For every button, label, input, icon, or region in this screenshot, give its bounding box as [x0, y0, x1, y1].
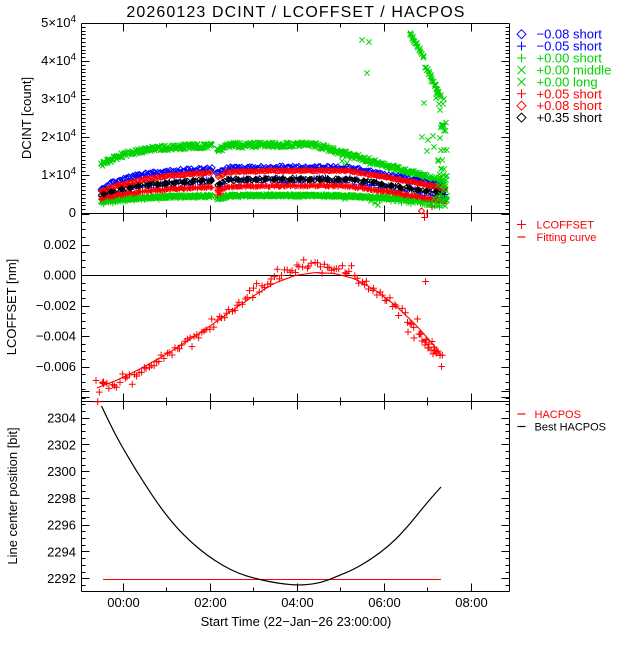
svg-text:0: 0 [69, 205, 76, 220]
svg-text:1×104: 1×104 [41, 166, 76, 182]
svg-text:3×104: 3×104 [41, 90, 76, 106]
svg-text:+0.00 long: +0.00 long [537, 74, 598, 89]
svg-text:−0.006: −0.006 [36, 359, 76, 374]
svg-text:−0.08 short: −0.08 short [537, 27, 603, 42]
svg-text:2300: 2300 [47, 464, 76, 479]
svg-text:02:00: 02:00 [194, 595, 227, 610]
svg-text:04:00: 04:00 [281, 595, 314, 610]
svg-text:+0.08 short: +0.08 short [537, 98, 603, 113]
svg-text:−0.004: −0.004 [36, 329, 76, 344]
svg-text:Fitting curve: Fitting curve [537, 232, 597, 244]
svg-text:2304: 2304 [47, 411, 76, 426]
svg-text:2294: 2294 [47, 544, 76, 559]
svg-text:HACPOS: HACPOS [535, 409, 581, 421]
svg-text:+0.35 short: +0.35 short [537, 110, 603, 125]
svg-text:Best HACPOS: Best HACPOS [535, 422, 607, 434]
svg-text:LCOFFSET: LCOFFSET [537, 220, 595, 232]
svg-text:06:00: 06:00 [368, 595, 401, 610]
svg-text:2298: 2298 [47, 491, 76, 506]
svg-text:+0.00 middle: +0.00 middle [537, 63, 612, 78]
svg-text:−0.05 short: −0.05 short [537, 39, 603, 54]
svg-text:+0.00 short: +0.00 short [537, 51, 603, 66]
svg-text:DCINT [count]: DCINT [count] [19, 77, 34, 159]
svg-text:4×104: 4×104 [41, 52, 76, 68]
svg-text:08:00: 08:00 [455, 595, 488, 610]
svg-text:5×104: 5×104 [41, 14, 76, 30]
svg-text:+0.05 short: +0.05 short [537, 86, 603, 101]
svg-text:2302: 2302 [47, 437, 76, 452]
svg-text:Start Time (22−Jan−26 23:00:00: Start Time (22−Jan−26 23:00:00) [201, 614, 392, 629]
svg-text:2296: 2296 [47, 518, 76, 533]
svg-text:2×104: 2×104 [41, 128, 76, 144]
svg-text:0.000: 0.000 [43, 268, 76, 283]
svg-text:LCOFFSET [nm]: LCOFFSET [nm] [4, 259, 19, 356]
svg-text:−0.002: −0.002 [36, 298, 76, 313]
svg-text:2292: 2292 [47, 571, 76, 586]
svg-text:0.002: 0.002 [43, 237, 76, 252]
svg-text:Line center position [bit]: Line center position [bit] [5, 427, 20, 564]
svg-text:20260123 DCINT / LCOFFSET / HA: 20260123 DCINT / LCOFFSET / HACPOS [126, 4, 465, 21]
svg-text:00:00: 00:00 [107, 595, 140, 610]
